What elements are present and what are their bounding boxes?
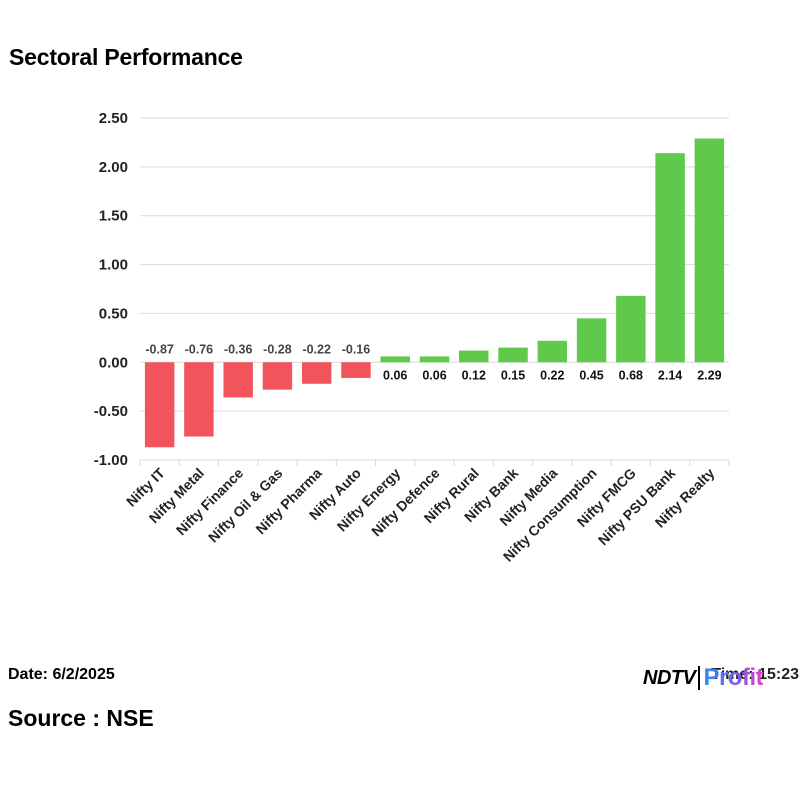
data-label: -0.36 xyxy=(224,342,253,356)
bar xyxy=(301,362,332,384)
ndtv-profit-logo: NDTV Profit xyxy=(643,664,764,692)
data-label: -0.16 xyxy=(342,342,371,356)
y-tick-label: 0.00 xyxy=(99,354,128,371)
data-label: -0.22 xyxy=(302,342,331,356)
date-label: Date: 6/2/2025 xyxy=(8,666,115,683)
data-label: -0.76 xyxy=(185,342,214,356)
bar xyxy=(341,362,371,378)
chart-title: Sectoral Performance xyxy=(9,44,243,70)
data-label: 2.29 xyxy=(697,368,721,382)
data-label: 0.06 xyxy=(422,368,446,382)
data-label: 0.15 xyxy=(501,368,525,382)
bar xyxy=(419,356,450,363)
logo-separator xyxy=(698,666,701,690)
x-tick-label: Nifty Defence xyxy=(368,465,443,540)
data-label: 0.06 xyxy=(383,368,407,382)
y-tick-label: 1.00 xyxy=(99,257,128,274)
bar xyxy=(537,340,568,363)
bar xyxy=(694,138,725,363)
data-label: 0.45 xyxy=(579,368,603,382)
bar xyxy=(223,362,253,398)
logo-ndtv-text: NDTV xyxy=(643,666,696,689)
source-label: Source : NSE xyxy=(8,705,154,731)
data-label: 0.22 xyxy=(540,368,564,382)
logo-profit-text: Profit xyxy=(703,664,764,691)
y-tick-label: 2.00 xyxy=(99,159,128,176)
bar xyxy=(655,153,685,363)
bar xyxy=(498,347,528,363)
bar xyxy=(576,318,607,363)
time-label: Time: 15:23 xyxy=(711,666,799,683)
bar xyxy=(144,362,175,448)
bar xyxy=(380,356,410,363)
data-label: -0.28 xyxy=(263,342,292,356)
y-tick-label: -0.50 xyxy=(94,403,128,420)
data-label: 0.12 xyxy=(462,368,486,382)
bar xyxy=(616,295,646,363)
y-tick-label: 0.50 xyxy=(99,305,128,322)
bar-chart: 2.50 2.00 1.50 1.00 0.50 0.00 -0.50 -1.00 -0.87 N… xyxy=(94,110,730,565)
y-tick-label: 1.50 xyxy=(99,208,128,225)
data-label: 0.68 xyxy=(619,368,643,382)
y-tick-label: -1.00 xyxy=(94,452,128,469)
bar xyxy=(459,350,489,363)
bar xyxy=(184,362,214,437)
bar xyxy=(262,362,293,390)
y-tick-label: 2.50 xyxy=(99,110,128,127)
data-label: -0.87 xyxy=(145,342,174,356)
data-label: 2.14 xyxy=(658,368,682,382)
